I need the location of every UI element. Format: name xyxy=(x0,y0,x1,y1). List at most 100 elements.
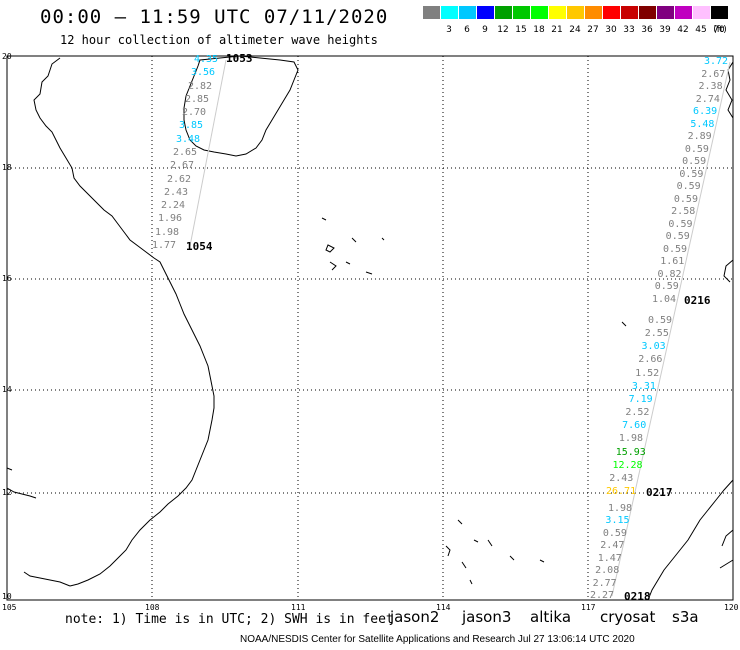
legend-label: 70 xyxy=(713,25,725,35)
wave-height-reading: 4.35 xyxy=(194,54,219,65)
legend-swatch xyxy=(603,6,620,19)
legend-swatch xyxy=(621,6,638,19)
wave-height-reading: 1.96 xyxy=(158,213,183,225)
wave-height-reading: 2.38 xyxy=(698,81,723,93)
wave-height-reading: 6.39 xyxy=(693,106,718,118)
legend-swatch xyxy=(675,6,692,19)
wave-height-reading: 7.60 xyxy=(622,420,647,432)
legend-label: 6 xyxy=(464,25,470,35)
track-line-left xyxy=(189,59,227,247)
wave-height-reading: 7.19 xyxy=(628,393,653,405)
wave-height-reading: 3.15 xyxy=(605,515,630,527)
pass-id-0218: 0218 xyxy=(624,590,651,603)
legend-label: 27 xyxy=(587,25,599,35)
wave-height-reading: 0.59 xyxy=(684,143,709,155)
wave-height-reading: 2.55 xyxy=(644,328,669,340)
lon-label-114: 114 xyxy=(436,603,451,612)
wave-height-reading: 0.59 xyxy=(679,168,704,180)
legend-swatch xyxy=(495,6,512,19)
legend-swatch xyxy=(441,6,458,19)
track-line-right xyxy=(611,61,731,597)
wave-height-reading: 2.58 xyxy=(671,206,696,218)
legend-swatch xyxy=(477,6,494,19)
legend-label: 24 xyxy=(569,25,581,35)
legend-swatch xyxy=(585,6,602,19)
wave-height-reading: 3.03 xyxy=(641,341,666,353)
wave-height-reading: 2.27 xyxy=(590,590,615,601)
wave-height-reading: 1.98 xyxy=(608,503,633,514)
satellite-cryosat: cryosat xyxy=(600,608,656,626)
legend-label: 12 xyxy=(497,25,509,35)
graticule xyxy=(7,56,733,600)
wave-height-reading: 2.62 xyxy=(167,173,192,185)
wave-height-reading: 1.04 xyxy=(652,294,677,305)
wave-height-reading: 2.77 xyxy=(592,577,617,589)
map-frame xyxy=(6,55,734,601)
pass-id-0217: 0217 xyxy=(646,486,673,499)
legend-label: 30 xyxy=(605,25,617,35)
footer-credit: NOAA/NESDIS Center for Satellite Applica… xyxy=(240,634,635,645)
wave-height-reading: 3.85 xyxy=(179,120,204,132)
satellite-jason2: jason2 xyxy=(390,608,440,626)
wave-height-reading: 2.08 xyxy=(595,565,620,577)
lon-label-120: 120 xyxy=(724,603,739,612)
wave-height-reading: 2.74 xyxy=(695,93,720,105)
lat-label-20: 20 xyxy=(2,52,12,61)
wave-height-reading: 2.67 xyxy=(701,68,726,80)
wave-height-reading: 3.31 xyxy=(631,380,656,392)
satellite-jason3: jason3 xyxy=(462,608,512,626)
legend-swatch xyxy=(531,6,548,19)
legend-label: 36 xyxy=(641,25,653,35)
legend-swatch xyxy=(423,6,440,19)
legend-swatch xyxy=(549,6,566,19)
legend-label: 3 xyxy=(446,25,452,35)
legend-label: 45 xyxy=(695,25,707,35)
legend-label: 39 xyxy=(659,25,671,35)
pass-id-1053: 1053 xyxy=(226,52,253,65)
legend-swatch xyxy=(639,6,656,19)
mekong-delta-coast xyxy=(23,571,71,587)
pass-id-1054: 1054 xyxy=(186,240,213,253)
wave-height-reading: 3.48 xyxy=(176,133,201,145)
legend-unit: (ft) xyxy=(713,25,727,35)
wave-height-reading: 3.56 xyxy=(191,67,216,79)
map-title: 00:00 – 11:59 UTC 07/11/2020 xyxy=(40,6,389,28)
legend-label: 42 xyxy=(677,25,689,35)
lat-label-18: 18 xyxy=(2,163,12,172)
wave-height-reading: 1.98 xyxy=(618,433,644,445)
wave-height-reading: 15.93 xyxy=(615,446,646,458)
satellite-altika: altika xyxy=(530,608,572,626)
wave-height-reading: 26.71 xyxy=(606,486,637,497)
gulf-of-thailand-coast xyxy=(6,467,37,499)
spratly-islands xyxy=(445,321,627,585)
wave-height-reading: 0.59 xyxy=(648,315,673,326)
wave-height-reading: 0.59 xyxy=(676,181,701,193)
legend-swatch xyxy=(711,6,728,19)
lon-label-105: 105 xyxy=(2,603,17,612)
paracel-islands xyxy=(321,217,385,275)
legend-swatch xyxy=(459,6,476,19)
philippines-coast xyxy=(647,61,734,601)
hainan-island xyxy=(183,55,299,157)
lat-label-10: 10 xyxy=(2,592,12,601)
wave-height-reading: 0.59 xyxy=(682,156,707,168)
wave-height-reading: 2.24 xyxy=(161,200,186,212)
legend-swatch xyxy=(513,6,530,19)
lat-label-14: 14 xyxy=(2,385,12,394)
wave-height-reading: 0.59 xyxy=(665,231,690,243)
wave-height-reading: 1.47 xyxy=(597,552,622,564)
map-subtitle: 12 hour collection of altimeter wave hei… xyxy=(60,33,378,47)
legend-swatch xyxy=(657,6,674,19)
lon-label-117: 117 xyxy=(581,603,596,612)
legend-label: 33 xyxy=(623,25,635,35)
legend-label: 15 xyxy=(515,25,527,35)
wave-height-reading: 2.89 xyxy=(687,131,712,143)
lat-label-12: 12 xyxy=(2,488,12,497)
lon-label-108: 108 xyxy=(145,603,160,612)
footer-note: note: 1) Time is in UTC; 2) SWH is in fe… xyxy=(65,612,394,627)
lat-label-16: 16 xyxy=(2,274,12,283)
legend-label: 21 xyxy=(551,25,563,35)
wave-height-reading: 2.82 xyxy=(188,80,213,92)
wave-height-reading: 2.70 xyxy=(182,107,207,119)
